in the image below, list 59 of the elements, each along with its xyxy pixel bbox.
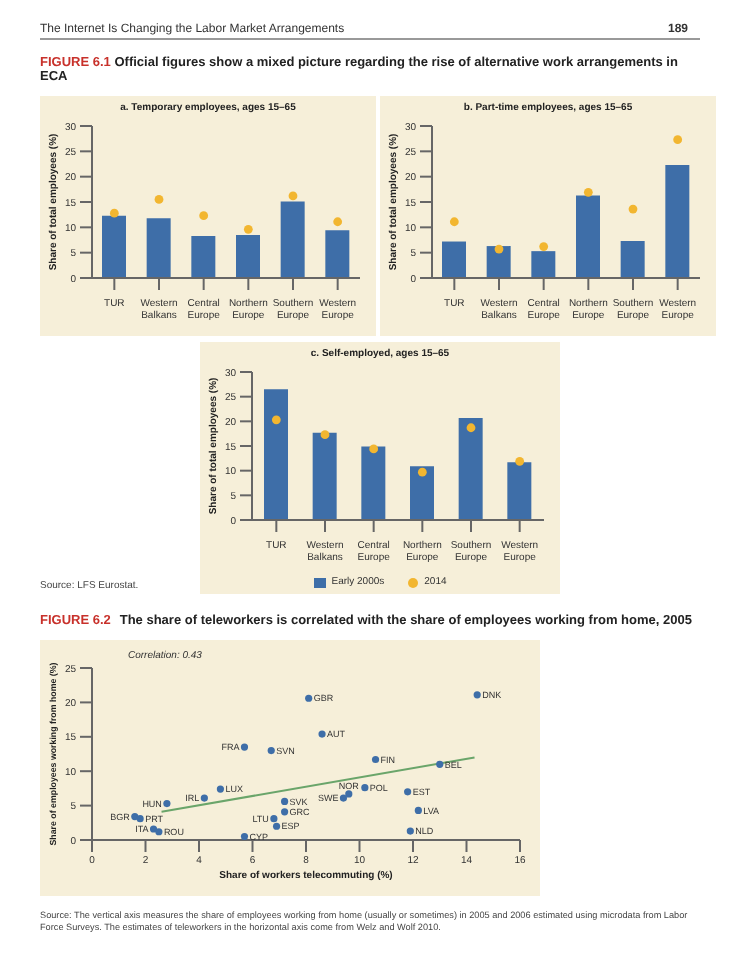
bar [620, 241, 645, 278]
bar [665, 165, 690, 278]
point [406, 827, 414, 835]
point [339, 794, 348, 802]
point [494, 244, 504, 254]
bar [102, 215, 126, 278]
point [333, 217, 343, 227]
point [539, 242, 549, 251]
bar [191, 235, 216, 278]
bar [507, 462, 532, 520]
point [288, 191, 298, 201]
bar [264, 389, 288, 520]
point [199, 211, 209, 221]
point [240, 832, 249, 840]
point [466, 423, 476, 433]
point [436, 760, 444, 768]
bar [280, 201, 305, 278]
bar [361, 446, 386, 520]
point [515, 456, 525, 466]
bar [236, 234, 260, 278]
bar [312, 432, 337, 520]
bar [442, 241, 466, 278]
bar [410, 466, 434, 520]
point [281, 808, 289, 816]
point [369, 444, 379, 454]
point [414, 806, 422, 815]
point [136, 815, 144, 823]
point [200, 794, 208, 802]
point [109, 208, 119, 218]
bar [576, 195, 600, 278]
point [281, 797, 289, 806]
point [272, 822, 281, 830]
bar [146, 218, 171, 278]
bar [531, 251, 556, 278]
point [320, 430, 330, 440]
point [404, 788, 412, 796]
point [345, 790, 353, 798]
point [216, 785, 224, 793]
point [243, 224, 253, 234]
point [449, 217, 459, 227]
point [154, 195, 164, 204]
point [155, 828, 163, 836]
point [163, 799, 171, 808]
point [305, 694, 313, 702]
bar [486, 246, 511, 278]
point [371, 755, 380, 764]
point [583, 187, 593, 197]
point [473, 691, 481, 699]
point [240, 743, 249, 751]
point [271, 415, 281, 425]
point [417, 467, 427, 477]
point [267, 746, 275, 755]
bar [458, 417, 483, 520]
point [628, 204, 638, 214]
bar [325, 230, 350, 278]
point [673, 135, 683, 145]
point [318, 730, 326, 738]
point [270, 815, 278, 823]
point [361, 784, 369, 792]
